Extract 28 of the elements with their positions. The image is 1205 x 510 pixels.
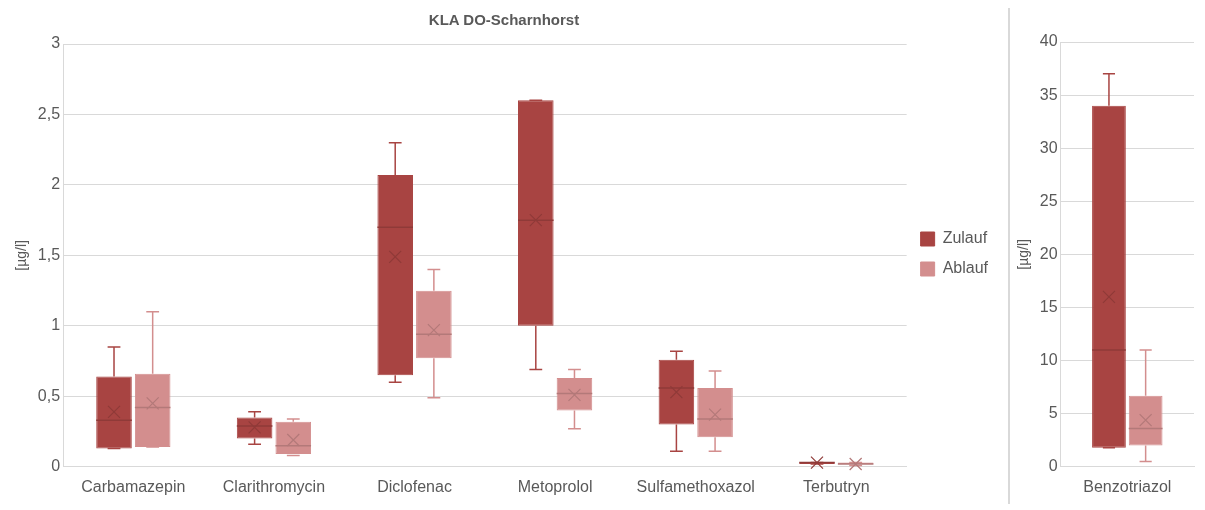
y-tick-label: 30 — [1039, 138, 1058, 156]
x-tick-label: Terbutryn — [802, 477, 870, 495]
y-tick-label: 25 — [1039, 191, 1058, 209]
y-tick-label: 35 — [1039, 85, 1058, 103]
y-tick-label: 0 — [51, 457, 61, 475]
y-axis-title: [µg/l] — [1015, 239, 1032, 270]
x-tick-label: Metoprolol — [517, 477, 593, 495]
y-tick-label: 1 — [51, 316, 61, 334]
x-tick-label: Benzotriazol — [1083, 477, 1172, 495]
x-tick-label: Sulfamethoxazol — [636, 477, 755, 495]
y-tick-label: 10 — [1039, 351, 1058, 369]
y-axis-title: [µg/l] — [13, 240, 30, 271]
y-tick-label: 2,5 — [37, 104, 61, 122]
y-tick-label: 3 — [51, 34, 61, 52]
y-tick-label: 2 — [51, 175, 61, 193]
chart-title: KLA DO-Scharnhorst — [428, 11, 580, 29]
y-tick-label: 0 — [1048, 457, 1058, 475]
y-tick-label: 0,5 — [37, 386, 61, 404]
y-tick-label: 5 — [1048, 404, 1058, 422]
legend-label: Ablauf — [942, 259, 989, 277]
y-tick-label: 20 — [1039, 244, 1058, 262]
y-tick-label: 40 — [1039, 32, 1058, 50]
y-tick-label: 1,5 — [37, 245, 61, 263]
legend-label: Zulauf — [942, 229, 988, 247]
x-tick-label: Diclofenac — [377, 477, 452, 495]
x-tick-label: Carbamazepin — [81, 477, 186, 495]
x-tick-label: Clarithromycin — [222, 477, 326, 495]
y-tick-label: 15 — [1039, 297, 1058, 315]
